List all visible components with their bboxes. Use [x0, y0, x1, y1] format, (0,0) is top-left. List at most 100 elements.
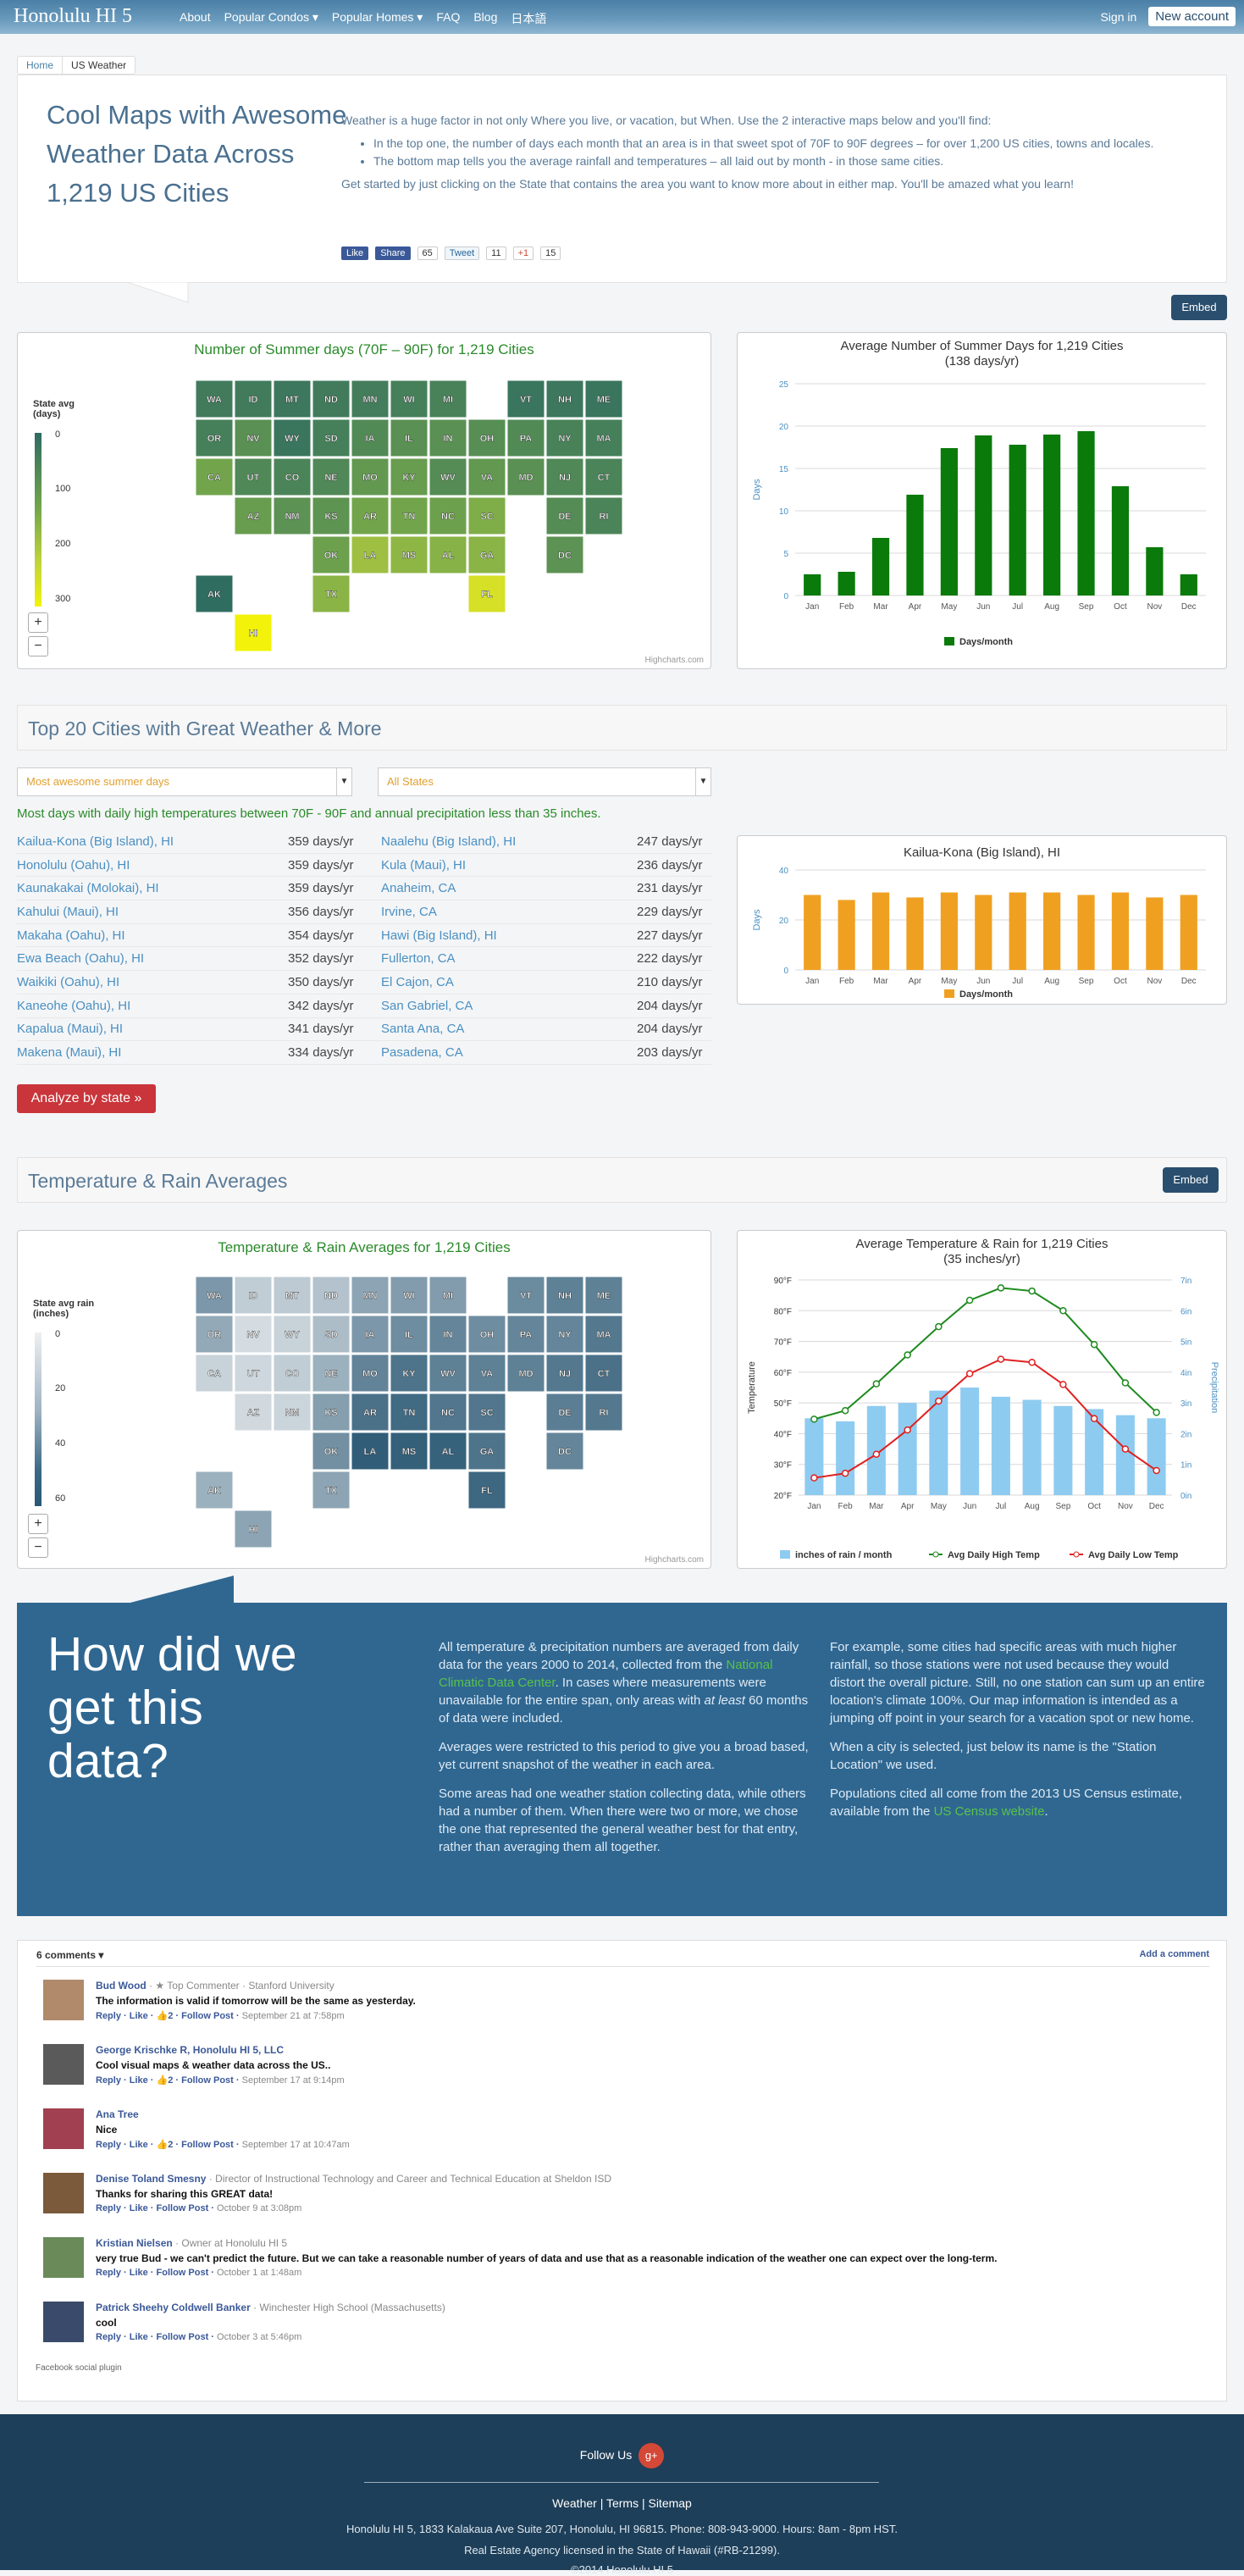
city-link[interactable]: Makaha (Oahu), HI: [17, 928, 125, 943]
breadcrumb-home[interactable]: Home: [18, 57, 64, 74]
rain-bar[interactable]: [836, 1421, 855, 1495]
name-text[interactable]: George Krischke R, Honolulu HI 5, LLC: [96, 2044, 285, 2056]
state-tn[interactable]: TN: [390, 1393, 428, 1432]
bar[interactable]: [1111, 892, 1130, 970]
footer-links[interactable]: Weather | Terms | Sitemap: [552, 2496, 692, 2510]
temp-point[interactable]: [841, 1406, 849, 1415]
state-vt[interactable]: VT: [506, 1276, 545, 1315]
state-ut[interactable]: UT: [234, 1354, 273, 1393]
facebook-share-button[interactable]: Share: [375, 247, 411, 260]
state-ks[interactable]: KS: [312, 496, 351, 535]
state-ak[interactable]: AK: [195, 1471, 234, 1510]
state-ga[interactable]: GA: [467, 1432, 506, 1471]
city-link[interactable]: Santa Ana, CA: [381, 1022, 465, 1037]
city-link[interactable]: Kula (Maui), HI: [381, 857, 467, 873]
city-link[interactable]: Hawi (Big Island), HI: [381, 928, 497, 943]
commenter-name[interactable]: Ana Tree: [96, 2108, 139, 2120]
state-ar[interactable]: AR: [351, 496, 390, 535]
signin-link[interactable]: Sign in: [1100, 9, 1137, 24]
city-link[interactable]: Honolulu (Oahu), HI: [17, 857, 130, 873]
state-va[interactable]: VA: [467, 1354, 506, 1393]
action-links[interactable]: Reply · Like · 👍2 · Follow Post ·: [96, 2140, 242, 2150]
state-me[interactable]: ME: [584, 379, 623, 418]
state-ok[interactable]: OK: [312, 535, 351, 574]
temp-point[interactable]: [935, 1397, 943, 1405]
temp-point[interactable]: [841, 1469, 849, 1477]
city-link[interactable]: Kailua-Kona (Big Island), HI: [17, 834, 174, 849]
state-sc[interactable]: SC: [467, 496, 506, 535]
rain-bar[interactable]: [804, 1418, 824, 1495]
bar[interactable]: [1077, 431, 1095, 596]
avatar[interactable]: [43, 2044, 84, 2085]
temp-point[interactable]: [935, 1322, 943, 1331]
temp-point[interactable]: [1090, 1340, 1098, 1349]
bar[interactable]: [1043, 892, 1061, 970]
temp-point[interactable]: [872, 1450, 881, 1458]
nav-faq[interactable]: FAQ: [436, 10, 461, 24]
temp-point[interactable]: [1153, 1409, 1160, 1416]
temp-point[interactable]: [1153, 1466, 1160, 1475]
state-va[interactable]: VA: [467, 457, 506, 496]
state-id[interactable]: ID: [234, 379, 273, 418]
state-ri[interactable]: RI: [584, 496, 623, 535]
commenter-name[interactable]: George Krischke R, Honolulu HI 5, LLC: [96, 2044, 284, 2056]
state-nc[interactable]: NC: [428, 1393, 467, 1432]
comment-count-dropdown[interactable]: 6 comments ▾: [36, 1949, 104, 1961]
state-tn[interactable]: TN: [390, 496, 428, 535]
state-il[interactable]: IL: [390, 418, 428, 457]
action-links[interactable]: Reply · Like · 👍2 · Follow Post ·: [96, 2011, 242, 2021]
us-map[interactable]: WA OR CA NV ID MT WY UT AZ NM CO ND SD NE KS OK TX MN IA MO…: [187, 374, 644, 662]
state-la[interactable]: LA: [351, 535, 390, 574]
rain-bar[interactable]: [1085, 1409, 1104, 1495]
state-nh[interactable]: NH: [545, 379, 584, 418]
state-or[interactable]: OR: [195, 1315, 234, 1354]
ncdc-link[interactable]: National Climatic Data Center: [439, 1658, 773, 1690]
name-text[interactable]: Patrick Sheehy Coldwell Banker: [96, 2302, 251, 2313]
state-in[interactable]: IN: [428, 1315, 467, 1354]
facebook-like-button[interactable]: Like: [341, 247, 369, 260]
state-az[interactable]: AZ: [234, 496, 273, 535]
bar[interactable]: [871, 892, 890, 970]
zoom-in-button[interactable]: +: [28, 1514, 48, 1534]
state-nd[interactable]: ND: [312, 1276, 351, 1315]
commenter-name[interactable]: Patrick Sheehy Coldwell Banker · Winches…: [96, 2302, 445, 2313]
state-ne[interactable]: NE: [312, 1354, 351, 1393]
state-nm[interactable]: NM: [273, 496, 312, 535]
state-ms[interactable]: MS: [390, 535, 428, 574]
temp-point[interactable]: [1121, 1379, 1130, 1387]
state-sd[interactable]: SD: [312, 418, 351, 457]
us-map[interactable]: WA OR CA NV ID MT WY UT AZ NM CO ND SD NE KS OK TX MN IA MO…: [187, 1270, 644, 1558]
state-or[interactable]: OR: [195, 418, 234, 457]
legend-label[interactable]: Avg Daily Low Temp: [1088, 1550, 1179, 1560]
state-sd[interactable]: SD: [312, 1315, 351, 1354]
temp-point[interactable]: [1028, 1358, 1036, 1366]
state-wv[interactable]: WV: [428, 457, 467, 496]
state-ks[interactable]: KS: [312, 1393, 351, 1432]
temp-point[interactable]: [872, 1380, 881, 1388]
rain-bar[interactable]: [991, 1396, 1010, 1495]
comment-actions[interactable]: Reply · Like · 👍2 · Follow Post · Septem…: [96, 2139, 350, 2150]
city-link[interactable]: Pasadena, CA: [381, 1045, 463, 1061]
state-id[interactable]: ID: [234, 1276, 273, 1315]
state-mn[interactable]: MN: [351, 379, 390, 418]
state-la[interactable]: LA: [351, 1432, 390, 1471]
state-mo[interactable]: MO: [351, 1354, 390, 1393]
avatar[interactable]: [43, 2173, 84, 2213]
nav-about[interactable]: About: [180, 10, 211, 24]
state-me[interactable]: ME: [584, 1276, 623, 1315]
comment-actions[interactable]: Reply · Like · Follow Post · October 9 a…: [96, 2203, 301, 2213]
bar[interactable]: [940, 448, 958, 596]
state-tx[interactable]: TX: [312, 1471, 351, 1510]
legend-label[interactable]: Avg Daily High Temp: [948, 1550, 1040, 1560]
state-mi[interactable]: MI: [428, 1276, 467, 1315]
city-link[interactable]: Makena (Maui), HI: [17, 1045, 122, 1061]
state-ia[interactable]: IA: [351, 418, 390, 457]
google-plus-button[interactable]: +1: [512, 247, 534, 260]
bar[interactable]: [1146, 897, 1164, 970]
action-links[interactable]: Reply · Like · 👍2 · Follow Post ·: [96, 2075, 242, 2086]
state-nm[interactable]: NM: [273, 1393, 312, 1432]
state-dc[interactable]: DC: [545, 535, 584, 574]
bar[interactable]: [1009, 892, 1026, 970]
legend-label[interactable]: Days/month: [959, 989, 1013, 1000]
bar[interactable]: [1043, 435, 1061, 596]
